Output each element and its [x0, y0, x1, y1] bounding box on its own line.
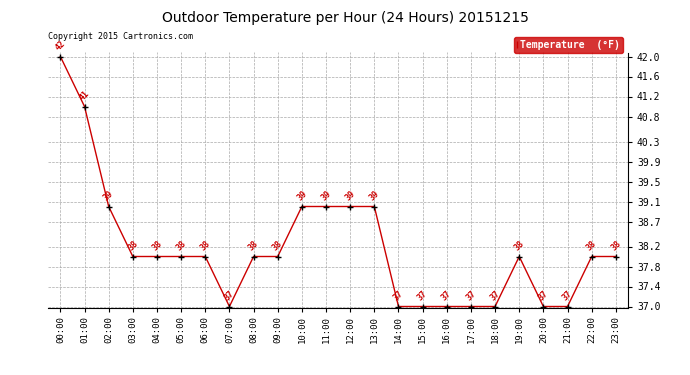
Text: 38: 38 — [199, 239, 212, 252]
Text: 37: 37 — [489, 289, 502, 303]
Text: 37: 37 — [416, 289, 429, 303]
Text: 38: 38 — [585, 239, 598, 252]
Text: Copyright 2015 Cartronics.com: Copyright 2015 Cartronics.com — [48, 32, 193, 41]
Text: 37: 37 — [561, 289, 574, 303]
Text: 38: 38 — [126, 239, 139, 252]
Text: 37: 37 — [464, 289, 477, 303]
Text: 42: 42 — [54, 39, 67, 53]
Text: 38: 38 — [175, 239, 188, 252]
Text: 38: 38 — [150, 239, 164, 252]
Text: 39: 39 — [102, 189, 115, 202]
Text: 41: 41 — [78, 89, 91, 102]
Legend: Temperature  (°F): Temperature (°F) — [515, 37, 623, 53]
Text: 39: 39 — [368, 189, 381, 202]
Text: Outdoor Temperature per Hour (24 Hours) 20151215: Outdoor Temperature per Hour (24 Hours) … — [161, 11, 529, 25]
Text: 39: 39 — [295, 189, 308, 202]
Text: 37: 37 — [537, 289, 550, 303]
Text: 37: 37 — [223, 289, 236, 303]
Text: 38: 38 — [271, 239, 284, 252]
Text: 38: 38 — [609, 239, 622, 252]
Text: 39: 39 — [319, 189, 333, 202]
Text: 38: 38 — [513, 239, 526, 252]
Text: 37: 37 — [392, 289, 405, 303]
Text: 37: 37 — [440, 289, 453, 303]
Text: 39: 39 — [344, 189, 357, 202]
Text: 38: 38 — [247, 239, 260, 252]
